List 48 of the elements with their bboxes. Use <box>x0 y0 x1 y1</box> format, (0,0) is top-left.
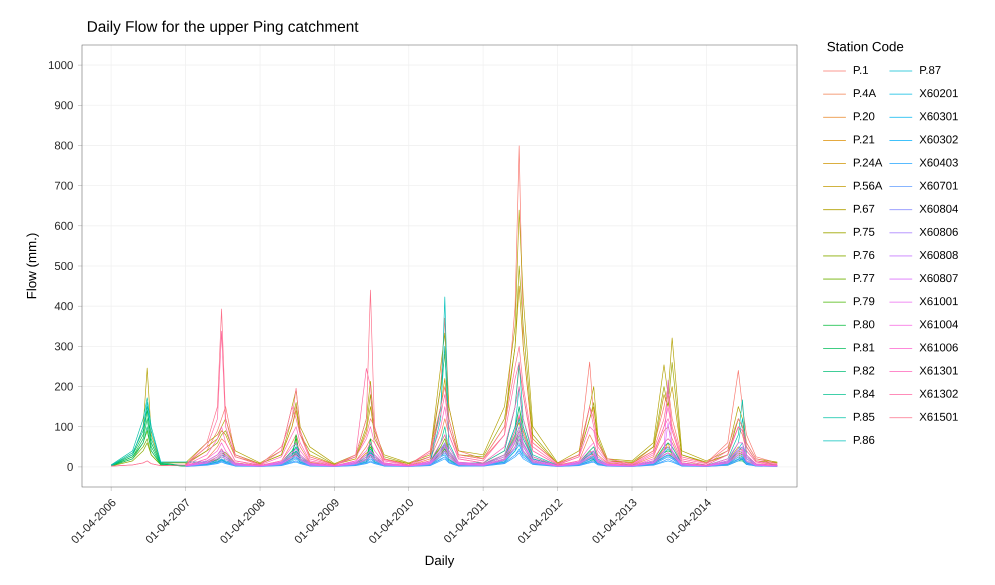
x-axis-title: Daily <box>426 555 454 568</box>
legend-label: P.4A <box>854 89 876 98</box>
y-tick-label: 100 <box>55 422 73 431</box>
y-tick-label: 500 <box>54 262 73 270</box>
legend-label: P.24A <box>854 158 882 166</box>
legend-label: P.76 <box>854 250 874 259</box>
legend-label: P.56A <box>854 182 882 190</box>
legend-label: X60807 <box>920 274 958 282</box>
legend-label: P.86 <box>854 436 874 444</box>
legend-label: P.77 <box>854 274 874 282</box>
legend-label: X60302 <box>920 135 958 144</box>
y-tick-label: 400 <box>54 302 73 310</box>
legend-label: P.79 <box>854 297 874 306</box>
legend-label: X60701 <box>920 182 958 190</box>
y-tick-label: 700 <box>54 182 73 190</box>
y-tick-label: 600 <box>54 222 73 230</box>
legend-title: Station Code <box>827 42 904 52</box>
y-tick-label: 200 <box>54 382 73 391</box>
legend-label: X60804 <box>920 204 958 213</box>
y-tick-label: 900 <box>54 101 73 110</box>
legend-label: X61001 <box>920 297 958 306</box>
legend-label: P.81 <box>854 343 874 352</box>
legend-label: P.21 <box>854 135 874 144</box>
legend-label: X61301 <box>920 366 958 375</box>
y-tick-label: 1000 <box>48 61 73 70</box>
legend-label: X60806 <box>920 228 958 236</box>
legend-label: X61004 <box>920 320 958 328</box>
legend-label: X60301 <box>920 112 958 120</box>
legend-label: P.84 <box>854 390 875 398</box>
y-axis-title: Flow (mm.) <box>26 234 39 298</box>
chart-title: Daily Flow for the upper Ping catchment <box>88 20 358 35</box>
legend-label: P.75 <box>854 228 874 236</box>
legend-label: X60403 <box>920 158 958 167</box>
legend-label: P.80 <box>854 320 874 328</box>
y-tick-label: 0 <box>67 462 73 471</box>
legend-label: X60201 <box>920 89 958 98</box>
legend-label: P.67 <box>854 204 874 213</box>
legend-label: X61006 <box>920 343 958 352</box>
legend-label: P.1 <box>854 66 868 74</box>
legend-label: X60808 <box>920 250 958 259</box>
legend-label: X61501 <box>920 412 958 421</box>
y-tick-label: 800 <box>54 141 73 150</box>
y-tick-label: 300 <box>54 342 73 350</box>
legend-label: P.82 <box>854 366 874 375</box>
legend-label: P.20 <box>854 112 874 120</box>
legend-label: P.85 <box>854 412 874 421</box>
legend-label: X61302 <box>920 390 958 398</box>
legend-label: P.87 <box>920 66 941 74</box>
